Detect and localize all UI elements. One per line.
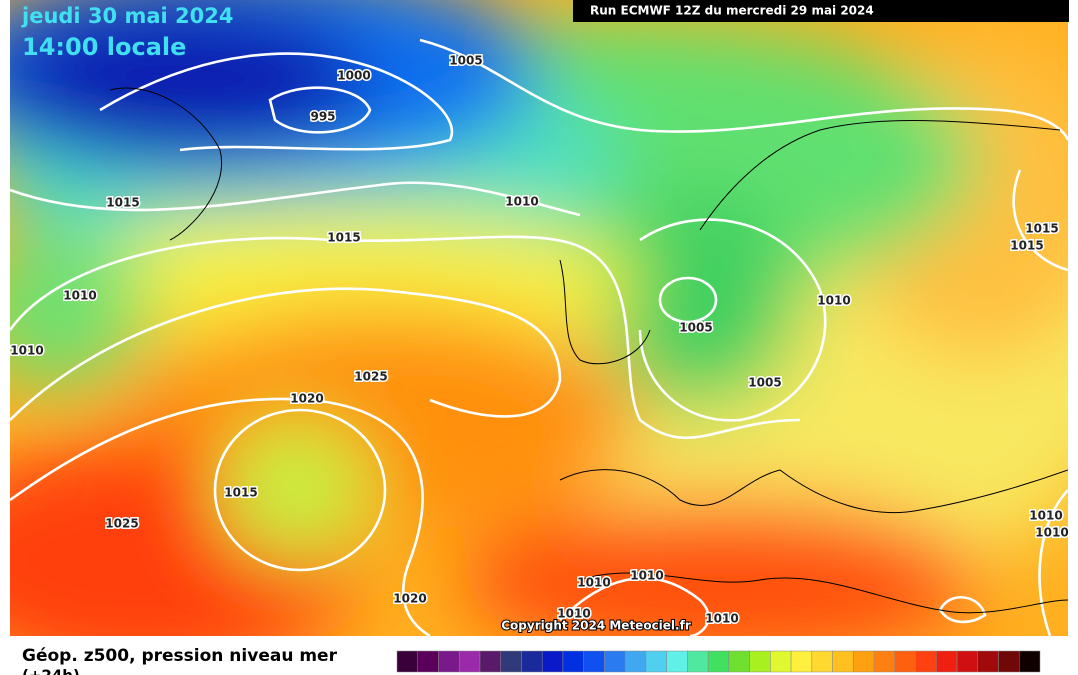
isobar-line	[268, 86, 372, 134]
isobar-line	[938, 595, 987, 624]
field-green	[600, 190, 800, 410]
isobar-label: 1015	[224, 486, 257, 500]
isobars	[10, 38, 1068, 636]
color-legend	[396, 650, 1041, 673]
isobar-label: 995	[310, 110, 335, 124]
legend-swatch	[728, 650, 750, 673]
legend-swatch	[666, 650, 688, 673]
legend-swatch	[583, 650, 605, 673]
legend-swatch	[458, 650, 481, 673]
legend-swatch	[832, 650, 854, 673]
legend-swatch	[604, 650, 626, 673]
field-red	[460, 500, 980, 636]
coastline	[699, 120, 1061, 231]
legend-swatch	[853, 650, 875, 673]
field-darkblue	[10, 0, 370, 160]
legend-swatch	[894, 650, 916, 673]
legend-swatch	[749, 650, 771, 673]
isobar-line	[1012, 169, 1068, 272]
isobar-line	[10, 181, 581, 217]
isobar-label: 1005	[679, 321, 712, 335]
isobar-label: 1010	[10, 344, 43, 358]
isobar-label: 1010	[63, 289, 96, 303]
isobar-line	[419, 38, 1068, 141]
legend-swatch	[541, 650, 564, 673]
legend-swatch	[645, 650, 667, 673]
run-box	[573, 0, 1069, 22]
isobar-label: 1005	[748, 376, 781, 390]
coastline	[559, 259, 651, 365]
isobar-label: 1010	[817, 294, 850, 308]
isobar-line	[213, 408, 387, 572]
isobar-label: 1015	[1025, 222, 1058, 236]
field-green	[10, 230, 150, 390]
coastlines	[109, 87, 1068, 614]
coastline	[109, 87, 223, 241]
isobar-line	[638, 218, 827, 422]
isobar-line	[99, 52, 454, 152]
legend-swatch	[417, 650, 439, 673]
isobar-label: 1010	[1029, 509, 1062, 523]
legend-swatch	[500, 650, 522, 673]
isobar-label: 1010	[630, 569, 663, 583]
isobar-label: 1010	[557, 607, 590, 621]
isobar-line	[10, 287, 562, 421]
isobar-label: 1010	[1035, 526, 1068, 540]
isobar-label: 1015	[106, 196, 139, 210]
legend-swatch	[521, 650, 543, 673]
legend-swatch	[479, 650, 501, 673]
legend-swatch	[562, 650, 584, 673]
legend-swatch	[956, 650, 979, 673]
isobar-label: 1010	[505, 195, 538, 209]
date: jeudi 30 mai 2024	[21, 4, 233, 28]
isobar-label: 1020	[290, 392, 323, 406]
footer-title: Géop. z500, pression niveau mer	[22, 646, 338, 666]
footer-subtitle: (+24h)	[22, 667, 80, 675]
isobar-label: 1010	[577, 576, 610, 590]
legend-swatch	[438, 650, 460, 673]
isobar-line	[559, 576, 710, 636]
field-low	[215, 420, 375, 560]
legend-swatch	[687, 650, 709, 673]
isobar-label: 1025	[105, 517, 138, 531]
isobar-line	[1038, 489, 1068, 636]
isobar-label: 1000	[337, 69, 370, 83]
legend-swatch	[915, 650, 937, 673]
isobar-label: 1015	[327, 231, 360, 245]
coastline	[559, 469, 1068, 514]
legend-swatch	[977, 650, 999, 673]
legend-swatch	[396, 650, 418, 673]
time: 14:00 locale	[22, 33, 186, 61]
legend-swatch	[624, 650, 647, 673]
legend-swatch	[873, 650, 896, 673]
copyright: Copyright 2024 Meteociel.fr	[501, 619, 691, 633]
legend-swatch	[770, 650, 792, 673]
legend-swatch	[998, 650, 1020, 673]
run-info: Run ECMWF 12Z du mercredi 29 mai 2024	[590, 4, 874, 18]
legend-swatch	[936, 650, 958, 673]
isobar-label: 1010	[705, 612, 738, 626]
isobar-line	[10, 397, 431, 636]
isobar-line	[658, 276, 718, 324]
legend-swatch	[1019, 650, 1041, 673]
legend-swatch	[707, 650, 730, 673]
legend-swatch	[811, 650, 833, 673]
isobar-line	[10, 235, 801, 440]
isobar-label: 1005	[449, 54, 482, 68]
isobar-label: 1025	[354, 370, 387, 384]
isobar-label: 1020	[393, 592, 426, 606]
legend-swatch	[790, 650, 813, 673]
coastline	[579, 572, 1068, 614]
isobar-label: 1015	[1010, 239, 1043, 253]
